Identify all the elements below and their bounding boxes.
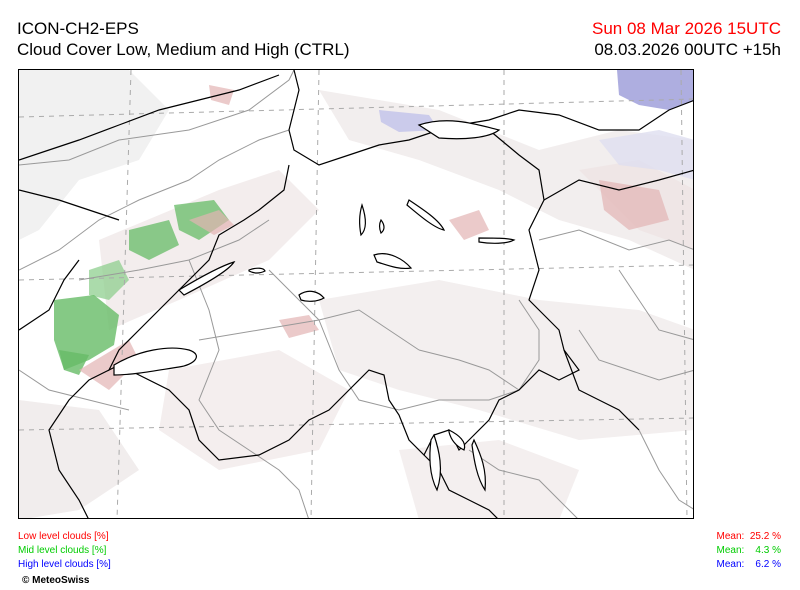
- mean-mid-label: Mean:: [716, 545, 745, 556]
- low-cloud-field: [19, 70, 693, 518]
- mean-high-label: Mean:: [716, 559, 745, 570]
- product-title: Cloud Cover Low, Medium and High (CTRL): [17, 40, 350, 59]
- mean-high-clouds: Mean: 6.2 %: [717, 559, 782, 570]
- copyright-label: © MeteoSwiss: [22, 575, 90, 586]
- admin-borders: [19, 70, 693, 518]
- cloud-cover-map: [18, 69, 694, 519]
- model-title: ICON-CH2-EPS: [17, 19, 139, 38]
- run-time: 08.03.2026 00UTC +15h: [594, 40, 781, 59]
- legend-low-clouds: Low level clouds [%]: [18, 531, 109, 542]
- mean-low-value: 25.2 %: [749, 531, 781, 542]
- mean-low-label: Mean:: [716, 531, 745, 542]
- mean-low-clouds: Mean: 25.2 %: [717, 531, 782, 542]
- mean-high-value: 6.2 %: [755, 559, 781, 570]
- legend-high-clouds: High level clouds [%]: [18, 559, 111, 570]
- graticule: [19, 70, 693, 518]
- mean-mid-clouds: Mean: 4.3 %: [717, 545, 782, 556]
- valid-time: Sun 08 Mar 2026 15UTC: [592, 19, 781, 38]
- low-cloud-specks: [79, 85, 669, 390]
- lakes: [113, 120, 516, 492]
- mean-mid-value: 4.3 %: [755, 545, 781, 556]
- legend-mid-clouds: Mid level clouds [%]: [18, 545, 107, 556]
